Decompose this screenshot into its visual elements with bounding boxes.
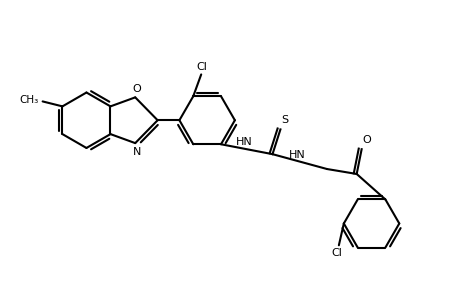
Text: HN: HN — [288, 150, 305, 160]
Text: Cl: Cl — [331, 248, 342, 258]
Text: CH₃: CH₃ — [19, 95, 39, 106]
Text: N: N — [133, 147, 141, 157]
Text: S: S — [281, 115, 288, 126]
Text: HN: HN — [236, 137, 252, 147]
Text: Cl: Cl — [197, 61, 208, 72]
Text: O: O — [133, 84, 142, 95]
Text: O: O — [362, 135, 371, 145]
